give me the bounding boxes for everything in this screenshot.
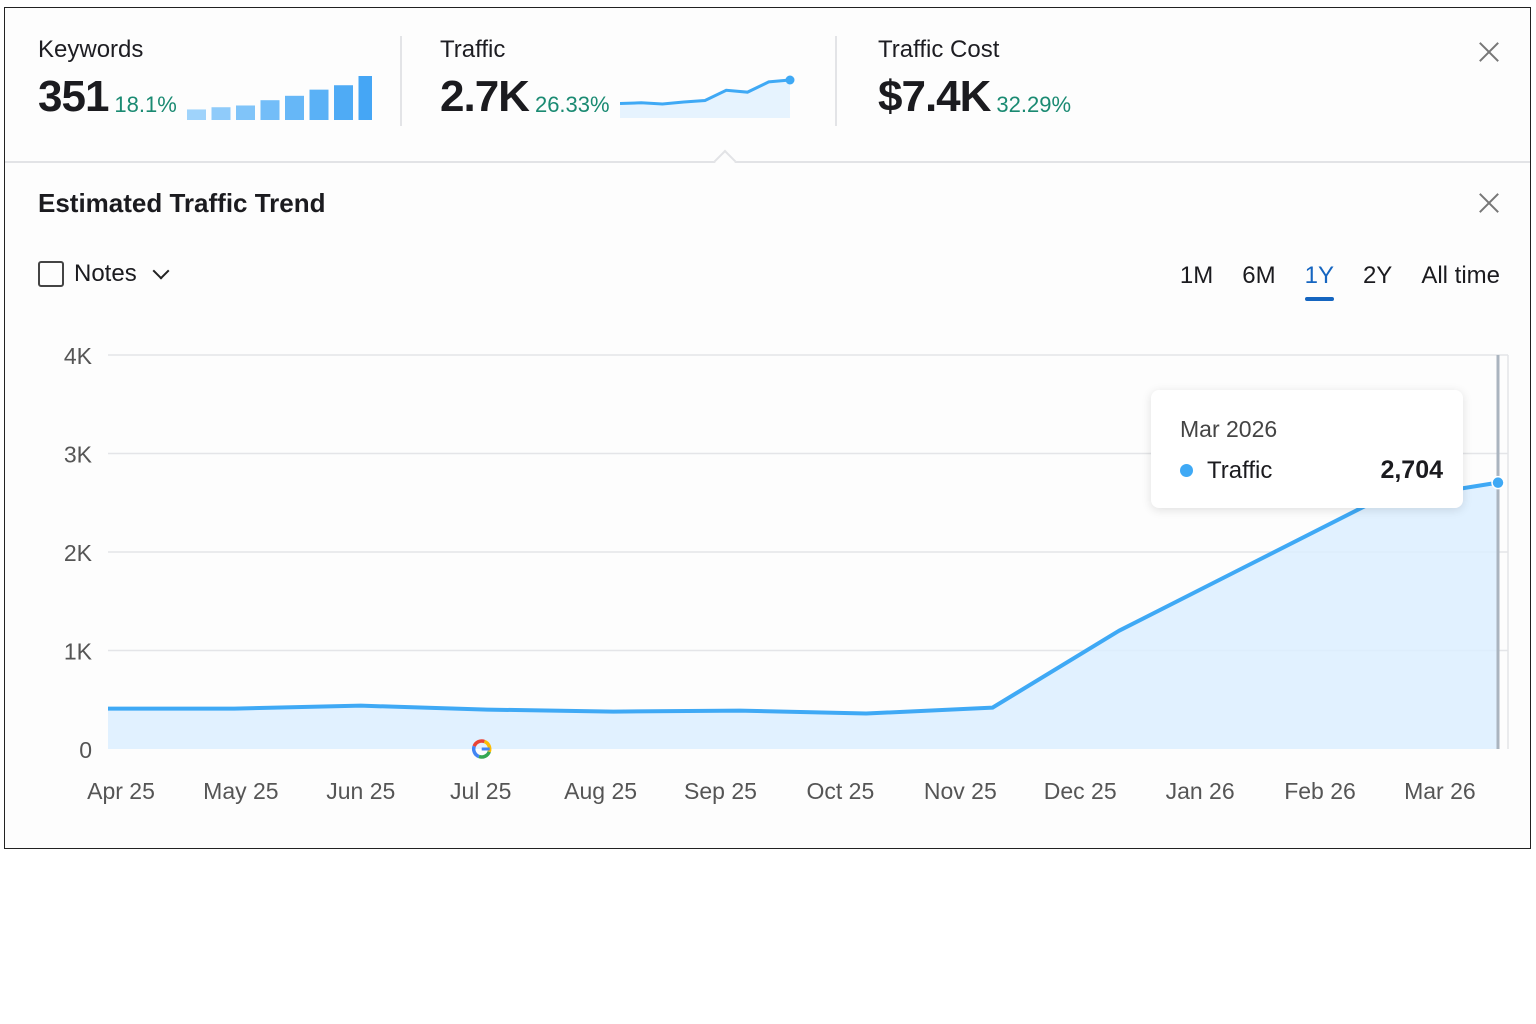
x-tick-label: Aug 25 xyxy=(564,778,637,804)
sparkline-bar xyxy=(236,105,256,120)
traffic-chart: 0 1K 2K 3K 4K Apr 25 May 25 Jun 25 Jul 25 Aug 25 S… xyxy=(64,343,1509,804)
range-tab-1y[interactable]: 1Y xyxy=(1304,262,1335,301)
tooltip-row: Traffic 2,704 xyxy=(1180,456,1443,485)
y-tick-label: 4K xyxy=(64,343,93,369)
x-tick-label: Feb 26 xyxy=(1284,778,1356,804)
metric-change: 26.33% xyxy=(534,92,610,117)
metric-value: $7.4K xyxy=(878,72,991,121)
x-tick-label: Oct 25 xyxy=(807,778,875,804)
x-tick-label: Dec 25 xyxy=(1044,778,1117,804)
sparkline-bar xyxy=(260,100,280,120)
sparkline-bar xyxy=(285,95,305,120)
divider xyxy=(400,36,402,126)
notes-checkbox[interactable] xyxy=(38,261,64,287)
divider xyxy=(835,36,837,126)
notes-toggle[interactable]: Notes xyxy=(38,260,170,288)
x-tick-label: Mar 26 xyxy=(1404,778,1476,804)
traffic-line xyxy=(108,480,1499,716)
metric-keywords[interactable]: Keywords 351 18.1% xyxy=(38,36,378,122)
y-tick-label: 0 xyxy=(79,737,92,763)
google-icon-arc xyxy=(478,750,491,759)
metrics-bar: Keywords 351 18.1% Traffic 2.7K 26.33% Tra… xyxy=(5,8,1530,163)
metric-change: 32.29% xyxy=(996,92,1072,117)
notes-label: Notes xyxy=(74,260,137,287)
x-tick-label: Nov 25 xyxy=(924,778,997,804)
google-icon-arc xyxy=(483,739,492,753)
tooltip-date: Mar 2026 xyxy=(1180,416,1278,442)
y-tick-label: 2K xyxy=(64,540,93,566)
range-tab-all-time[interactable]: All time xyxy=(1421,262,1500,289)
traffic-overview-panel: Keywords 351 18.1% Traffic 2.7K 26.33% Tra… xyxy=(4,7,1531,849)
metric-change: 18.1% xyxy=(114,92,177,117)
chart-tooltip: Mar 2026 Traffic 2,704 xyxy=(1151,390,1463,508)
traffic-sparkline xyxy=(619,75,795,118)
google-icon-arc xyxy=(471,745,480,759)
x-tick-label: Apr 25 xyxy=(87,778,155,804)
x-tick-label: Sep 25 xyxy=(684,778,757,804)
google-icon-arc xyxy=(472,739,486,748)
metric-value: 351 xyxy=(38,72,109,121)
range-tab-6m[interactable]: 6M xyxy=(1242,262,1276,289)
tooltip-value: 2,704 xyxy=(1380,456,1443,484)
sparkline-bar xyxy=(309,89,329,120)
sparkline-area xyxy=(620,80,791,118)
metric-value: 2.7K xyxy=(440,72,530,121)
sparkline-bar xyxy=(211,107,231,120)
google-icon xyxy=(471,739,492,759)
keywords-sparkline xyxy=(187,76,378,120)
x-tick-label: Jul 25 xyxy=(450,778,511,804)
data-point xyxy=(1491,475,1505,490)
metric-label: Traffic Cost xyxy=(878,36,1000,63)
time-range-tabs: 1M 6M 1Y 2Y All time xyxy=(1179,262,1500,301)
tooltip-series: Traffic xyxy=(1207,456,1273,484)
sparkline-line xyxy=(619,78,791,106)
metric-traffic[interactable]: Traffic 2.7K 26.33% xyxy=(440,36,800,122)
x-tick-label: May 25 xyxy=(203,778,278,804)
traffic-area xyxy=(108,482,1498,749)
y-tick-label: 3K xyxy=(64,442,93,468)
sparkline-end-dot xyxy=(785,75,795,85)
metric-traffic-cost[interactable]: Traffic Cost $7.4K 32.29% xyxy=(878,36,1071,122)
sparkline-bar xyxy=(187,109,207,120)
metric-label: Traffic xyxy=(440,36,506,63)
range-tab-1m[interactable]: 1M xyxy=(1179,262,1214,289)
panel-title: Estimated Traffic Trend xyxy=(38,188,326,218)
y-tick-label: 1K xyxy=(64,639,93,665)
x-tick-label: Jan 26 xyxy=(1166,778,1235,804)
range-tab-2y[interactable]: 2Y xyxy=(1362,262,1393,289)
sparkline-bar xyxy=(334,85,354,120)
metric-label: Keywords xyxy=(38,36,144,63)
series-dot-icon xyxy=(1180,464,1193,477)
x-tick-label: Jun 25 xyxy=(326,778,395,804)
